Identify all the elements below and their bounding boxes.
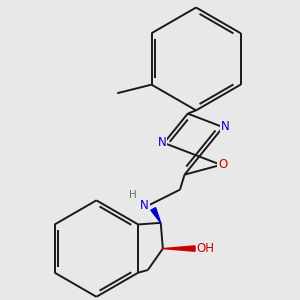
Polygon shape <box>163 246 195 251</box>
Polygon shape <box>151 208 161 223</box>
Text: H: H <box>129 190 137 200</box>
Text: O: O <box>219 158 228 171</box>
Text: N: N <box>221 120 230 133</box>
Text: N: N <box>140 199 149 212</box>
Text: N: N <box>158 136 166 149</box>
Text: OH: OH <box>197 242 215 255</box>
